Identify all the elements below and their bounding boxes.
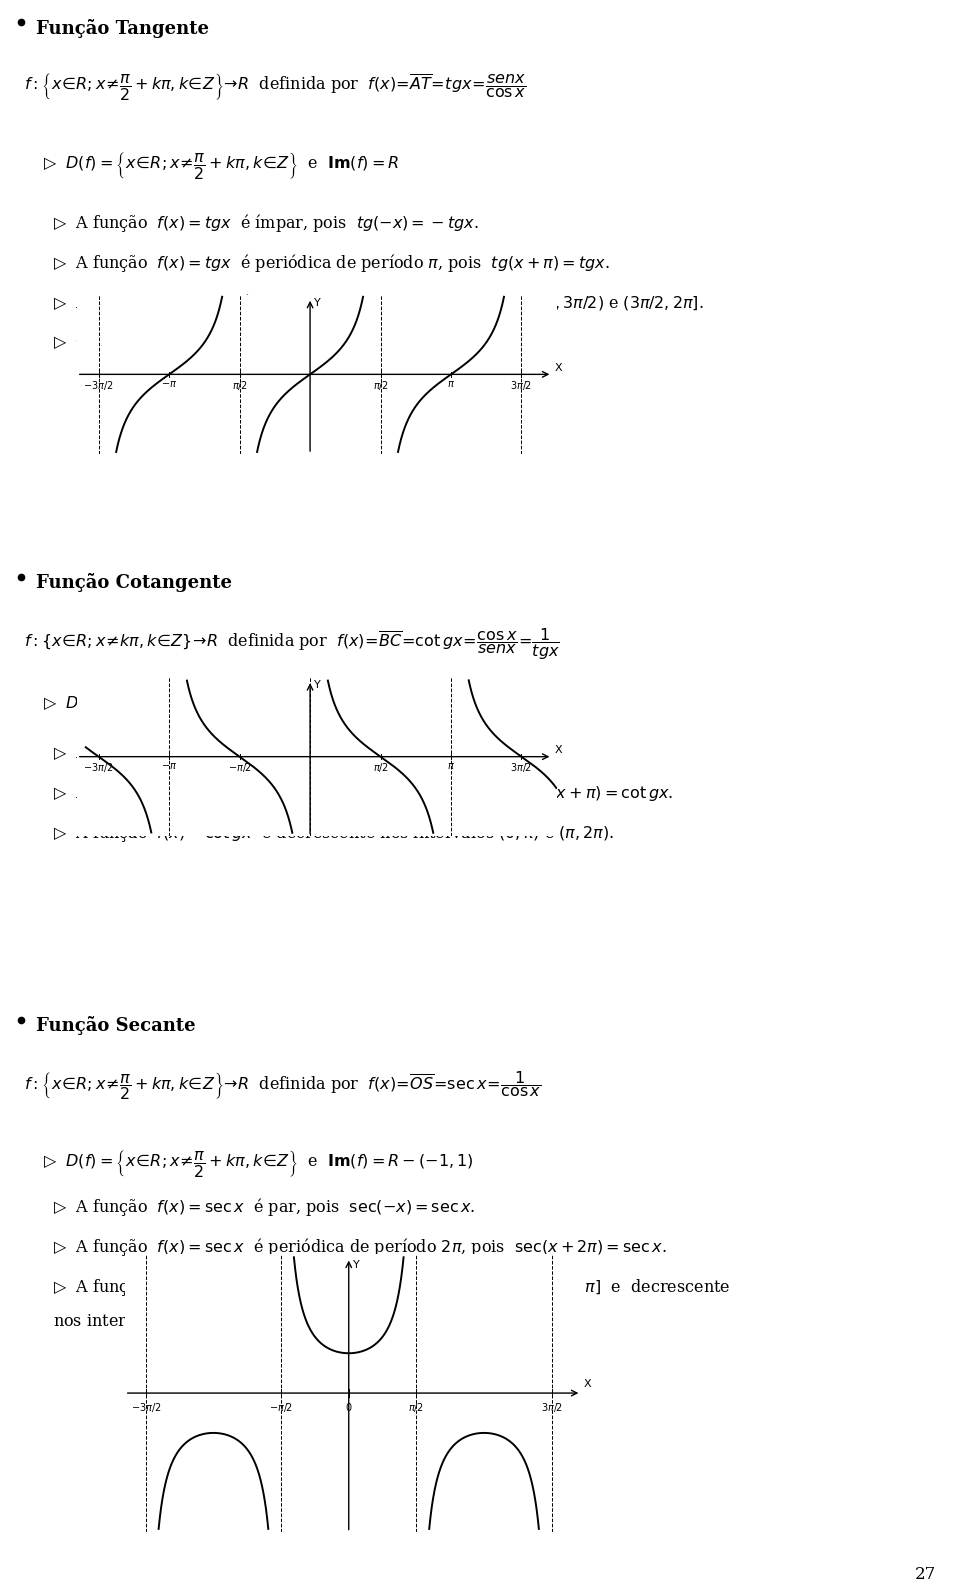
- Text: X: X: [584, 1380, 591, 1389]
- Text: $-\pi/2$: $-\pi/2$: [228, 761, 252, 774]
- Text: $\triangleright$  A função  $f(x)=\sec x$  é crescente nos intervalos $[0,\pi/2): $\triangleright$ A função $f(x)=\sec x$ …: [53, 1276, 731, 1298]
- Text: $\pi/2$: $\pi/2$: [231, 379, 248, 392]
- Text: $\pi$: $\pi$: [447, 761, 455, 771]
- Text: Y: Y: [353, 1260, 360, 1270]
- Text: $\pi/2$: $\pi/2$: [372, 379, 389, 392]
- Text: $\pi$: $\pi$: [447, 379, 455, 389]
- Text: nos intervalos $[\pi,3\pi/2)$ e $(3\pi/2,2\pi]$.: nos intervalos $[\pi,3\pi/2)$ e $(3\pi/2…: [53, 1311, 337, 1330]
- Text: $f:\left\{x\!\in\! R;x\!\neq\!\dfrac{\pi}{2}+k\pi,k\!\in\! Z\right\}\!\rightarro: $f:\left\{x\!\in\! R;x\!\neq\!\dfrac{\pi…: [24, 72, 526, 102]
- Text: $\triangleright$  A função  $f(x)=\cot gx$  é ímpar, pois  $\cot g(-x)=-\cot gx$: $\triangleright$ A função $f(x)=\cot gx$…: [53, 742, 542, 765]
- Text: $3\pi/2$: $3\pi/2$: [511, 379, 533, 392]
- Text: $\triangleright$  A função  $f(x)=tgx$  é periódica de período $\pi$, pois  $tg(: $\triangleright$ A função $f(x)=tgx$ é p…: [53, 252, 610, 274]
- Text: $\triangleright$  $D(f)=\{x\!\in\! R;x\!\neq\! k\pi,k\!\in\! Z\}$  e  $\mathbf{I: $\triangleright$ $D(f)=\{x\!\in\! R;x\!\…: [43, 695, 369, 714]
- Text: $3\pi/2$: $3\pi/2$: [540, 1402, 563, 1415]
- Text: X: X: [555, 363, 563, 373]
- Text: $\triangleright$  $D(f)=\left\{x\!\in\! R;x\!\neq\!\dfrac{\pi}{2}+k\pi,k\!\in\! : $\triangleright$ $D(f)=\left\{x\!\in\! R…: [43, 151, 399, 182]
- Text: $\pi/2$: $\pi/2$: [372, 761, 389, 774]
- Text: Função Secante: Função Secante: [36, 1016, 196, 1035]
- Text: $\triangleright$  A função  $f(x)=\sec x$  é periódica de período $2\pi$, pois  : $\triangleright$ A função $f(x)=\sec x$ …: [53, 1236, 667, 1258]
- Text: $-\pi$: $-\pi$: [161, 761, 178, 771]
- Text: $\triangleright$  A função  $f(x)=\sec x$  é par, pois  $\sec(-x)=\sec x$.: $\triangleright$ A função $f(x)=\sec x$ …: [53, 1196, 475, 1219]
- Text: 27: 27: [915, 1566, 936, 1583]
- Text: $-3\pi/2$: $-3\pi/2$: [131, 1402, 161, 1415]
- Text: $-\pi$: $-\pi$: [161, 379, 178, 389]
- Text: $-3\pi/2$: $-3\pi/2$: [84, 761, 114, 774]
- Text: $f:\{x\!\in\! R;x\!\neq\! k\pi,k\!\in\! Z\}\!\rightarrow\! R$  definida por  $f(: $f:\{x\!\in\! R;x\!\neq\! k\pi,k\!\in\! …: [24, 626, 560, 663]
- Text: $\triangleright$  A função  $f(x)=tgx$  é crescente nos intervalos $[0,\pi/2)$, : $\triangleright$ A função $f(x)=tgx$ é c…: [53, 292, 704, 314]
- Text: $\triangleright$  O gráfico da função  $f(x)=tgx$  é denominado tangentóide.: $\triangleright$ O gráfico da função $f(…: [53, 331, 551, 354]
- Text: $\triangleright$  A função  $f(x)=\cot gx$  é periódica de período $\pi$, pois  : $\triangleright$ A função $f(x)=\cot gx$…: [53, 782, 673, 804]
- Text: $f:\left\{x\!\in\! R;x\!\neq\!\dfrac{\pi}{2}+k\pi,k\!\in\! Z\right\}\!\rightarro: $f:\left\{x\!\in\! R;x\!\neq\!\dfrac{\pi…: [24, 1069, 541, 1102]
- Text: $0$: $0$: [345, 1402, 352, 1413]
- Text: $\triangleright$  $D(f)=\left\{x\!\in\! R;x\!\neq\!\dfrac{\pi}{2}+k\pi,k\!\in\! : $\triangleright$ $D(f)=\left\{x\!\in\! R…: [43, 1149, 474, 1179]
- Text: $\triangleright$  A função  $f(x)=tgx$  é ímpar, pois  $tg(-x)=-tgx$.: $\triangleright$ A função $f(x)=tgx$ é í…: [53, 212, 478, 234]
- Text: Y: Y: [314, 680, 321, 690]
- Text: $\triangleright$  A função  $f(x)=\cot gx$  é decrescente nos intervalos $(0,\pi: $\triangleright$ A função $f(x)=\cot gx$…: [53, 822, 614, 844]
- Text: $-\pi/2$: $-\pi/2$: [269, 1402, 293, 1415]
- Text: Função Tangente: Função Tangente: [36, 19, 209, 38]
- Text: $3\pi/2$: $3\pi/2$: [511, 761, 533, 774]
- Text: $\pi/2$: $\pi/2$: [408, 1402, 424, 1415]
- Text: X: X: [555, 746, 563, 755]
- Text: Y: Y: [314, 298, 321, 307]
- Text: $-3\pi/2$: $-3\pi/2$: [84, 379, 114, 392]
- Text: Função Cotangente: Função Cotangente: [36, 573, 232, 593]
